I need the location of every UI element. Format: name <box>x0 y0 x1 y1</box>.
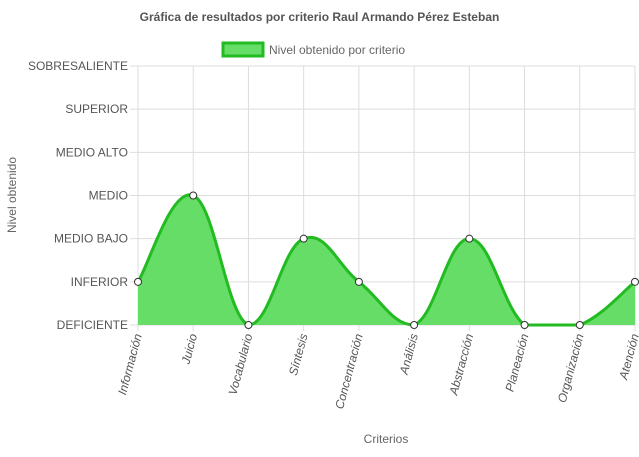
y-tick-label: MEDIO ALTO <box>56 145 128 159</box>
y-tick-label: MEDIO <box>89 189 128 203</box>
data-points <box>134 191 639 329</box>
legend[interactable]: Nivel obtenido por criterio <box>221 41 405 58</box>
data-point[interactable] <box>354 277 363 286</box>
x-tick-label: Atención <box>616 332 639 382</box>
data-point[interactable] <box>244 321 253 329</box>
data-point[interactable] <box>299 234 308 243</box>
x-tick-label: Planeación <box>503 332 532 393</box>
series-line <box>136 193 636 327</box>
x-axis-title: Criterios <box>364 432 409 446</box>
legend-label: Nivel obtenido por criterio <box>269 43 405 57</box>
x-tick-label: Análisis <box>397 332 421 377</box>
data-point[interactable] <box>410 321 419 329</box>
data-point[interactable] <box>520 321 529 329</box>
y-tick-label: INFERIOR <box>71 275 129 289</box>
x-tick-label: Abstracción <box>446 332 476 397</box>
x-tick-label: Información <box>115 332 145 396</box>
y-tick-labels: DEFICIENTE INFERIOR MEDIO BAJO MEDIO MEDIO A… <box>28 59 128 332</box>
x-tick-labels: Información Juicio Vocabulario Síntesis Conc… <box>115 332 639 411</box>
series-area <box>138 194 635 325</box>
legend-swatch <box>221 41 265 58</box>
data-point[interactable] <box>465 234 474 243</box>
data-point[interactable] <box>575 321 584 329</box>
data-point[interactable] <box>134 277 142 286</box>
x-tick-label: Juicio <box>178 332 200 367</box>
series-layer <box>136 193 636 327</box>
y-tick-label: SUPERIOR <box>65 102 128 116</box>
chart-title: Gráfica de resultados por criterio Raul … <box>140 10 500 24</box>
y-tick-label: MEDIO BAJO <box>54 232 128 246</box>
y-tick-label: SOBRESALIENTE <box>28 59 128 73</box>
y-axis-title: Nivel obtenido <box>5 157 19 233</box>
data-point[interactable] <box>631 277 639 286</box>
x-tick-label: Organización <box>555 332 587 404</box>
x-tick-label: Vocabulario <box>226 332 256 397</box>
x-tick-label: Síntesis <box>286 332 311 377</box>
data-point[interactable] <box>189 191 198 200</box>
x-tick-label: Concentración <box>332 332 366 411</box>
y-tick-label: DEFICIENTE <box>57 318 128 332</box>
